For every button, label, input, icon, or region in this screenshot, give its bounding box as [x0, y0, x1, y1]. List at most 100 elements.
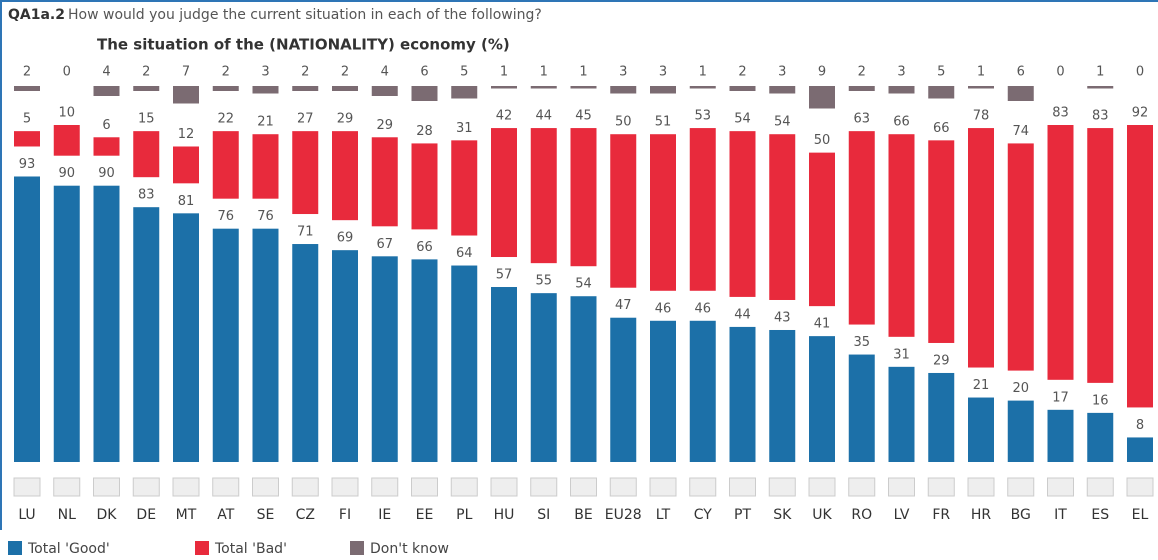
value-label: 51 [655, 115, 672, 130]
value-label: 29 [376, 118, 393, 133]
x-tick-label: CY [694, 507, 713, 523]
value-label: 2 [738, 65, 746, 80]
bar-dont-know [292, 86, 319, 91]
value-label: 78 [973, 109, 990, 124]
value-label: 76 [217, 209, 234, 224]
flag [13, 477, 41, 497]
bar-dont-know [173, 86, 199, 104]
legend-label: Total 'Bad' [214, 541, 287, 557]
value-label: 5 [23, 112, 31, 127]
value-label: 3 [261, 65, 269, 80]
bar-good [491, 287, 517, 462]
bar-dont-know [769, 86, 796, 94]
value-label: 17 [1052, 390, 1069, 405]
flag [291, 477, 319, 497]
flag [1126, 477, 1154, 497]
flag [450, 477, 478, 497]
x-tick-label: UK [812, 507, 832, 523]
chart-title: How would you judge the current situatio… [68, 7, 542, 23]
value-label: 66 [416, 240, 433, 255]
bar-bad [173, 146, 199, 184]
bar-bad [212, 131, 239, 199]
value-label: 2 [142, 65, 150, 80]
flag [252, 477, 279, 497]
bar-bad [491, 128, 517, 258]
bar-dont-know [610, 86, 637, 94]
x-tick-label: EL [1132, 507, 1149, 523]
flag [1047, 477, 1074, 497]
value-label: 74 [1012, 124, 1029, 139]
bar-dont-know [1087, 86, 1114, 89]
bar-good [332, 250, 358, 462]
legend-swatch [195, 541, 209, 555]
x-tick-label: PT [734, 507, 751, 523]
value-label: 46 [655, 301, 672, 316]
x-tick-label: IE [378, 507, 391, 523]
bar-good [689, 320, 716, 462]
value-label: 83 [1052, 106, 1069, 121]
flag [808, 477, 836, 497]
bar-good [1047, 409, 1074, 462]
x-tick-label: ES [1091, 507, 1109, 523]
bar-bad [809, 152, 835, 307]
flag [331, 477, 359, 497]
bar-good [411, 259, 438, 462]
bar-bad [968, 128, 994, 368]
value-label: 66 [893, 115, 910, 130]
value-label: 47 [615, 298, 632, 313]
x-tick-label: NL [58, 507, 76, 523]
value-label: 21 [257, 115, 274, 130]
value-label: 31 [456, 121, 473, 136]
flag [768, 477, 796, 497]
bar-bad [769, 134, 796, 300]
bar-good [769, 329, 796, 462]
flag [729, 477, 756, 497]
bar-bad [14, 131, 40, 147]
legend-swatch [8, 541, 22, 555]
value-label: 3 [619, 65, 627, 80]
value-label: 90 [58, 166, 75, 181]
x-tick-label: PL [456, 507, 472, 523]
value-label: 6 [1017, 65, 1025, 80]
bar-bad [133, 131, 160, 178]
value-label: 21 [973, 378, 990, 393]
bar-dont-know [809, 86, 835, 109]
value-label: 3 [659, 65, 667, 80]
value-label: 27 [297, 112, 314, 127]
bar-good [173, 213, 199, 462]
bar-bad [53, 125, 80, 156]
value-label: 57 [496, 268, 513, 283]
value-label: 9 [818, 65, 826, 80]
bar-bad [888, 134, 915, 337]
value-label: 22 [217, 112, 234, 127]
bar-bad [1007, 143, 1034, 371]
value-label: 92 [1132, 106, 1149, 121]
bar-bad [411, 143, 438, 230]
value-label: 10 [58, 106, 75, 121]
value-label: 45 [575, 109, 592, 124]
value-label: 54 [575, 277, 592, 292]
bar-good [848, 354, 875, 462]
legend-label: Total 'Good' [27, 541, 110, 557]
value-label: 7 [182, 65, 190, 80]
value-label: 20 [1012, 381, 1029, 396]
bar-bad [1047, 125, 1074, 380]
flag [570, 477, 597, 497]
x-tick-label: BG [1011, 507, 1031, 523]
bar-dont-know [928, 86, 955, 99]
flag [53, 477, 81, 497]
x-tick-label: FR [932, 507, 950, 523]
value-label: 1 [500, 65, 508, 80]
value-label: 28 [416, 124, 433, 139]
value-label: 71 [297, 225, 314, 240]
x-tick-label: CZ [296, 507, 315, 523]
bar-bad [610, 134, 637, 288]
flag [93, 477, 120, 497]
value-label: 2 [222, 65, 230, 80]
flag [848, 477, 876, 497]
value-label: 16 [1092, 393, 1109, 408]
bar-dont-know [451, 86, 478, 99]
flag [649, 477, 677, 497]
value-label: 29 [337, 112, 354, 127]
